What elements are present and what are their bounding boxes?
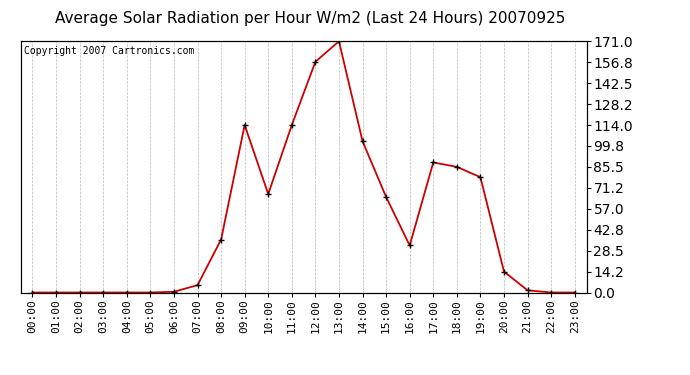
Text: Copyright 2007 Cartronics.com: Copyright 2007 Cartronics.com xyxy=(23,46,194,56)
Text: Average Solar Radiation per Hour W/m2 (Last 24 Hours) 20070925: Average Solar Radiation per Hour W/m2 (L… xyxy=(55,11,566,26)
